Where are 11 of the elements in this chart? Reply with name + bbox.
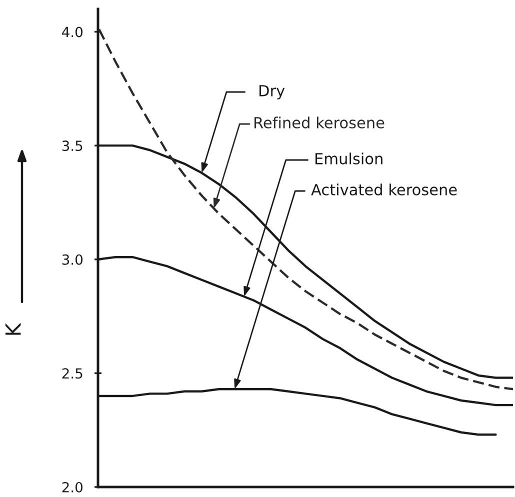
text: Emulsion (316, 152, 382, 164)
y-tick-label: 3.5 (62, 140, 82, 152)
y-tick-label: 2.0 (62, 482, 82, 492)
text: Dry (260, 85, 285, 100)
y-axis-title: K (5, 322, 21, 335)
line-series (98, 26, 513, 390)
y-tick-label: 3.0 (62, 254, 82, 265)
text: Refined kerosene (254, 116, 384, 128)
text: Activated kerosene (311, 184, 457, 196)
y-tick-label: 2.5 (62, 368, 82, 379)
y-tick-label: 4.0 (62, 26, 82, 38)
